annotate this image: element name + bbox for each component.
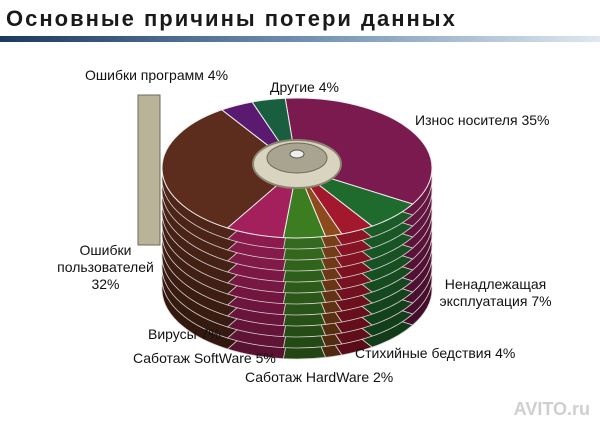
pie-slice xyxy=(284,97,433,205)
category-name: Саботаж SoftWare xyxy=(133,350,252,366)
spindle-pin xyxy=(289,149,305,159)
category-name: Вирусы xyxy=(148,326,197,342)
category-name: Стихийные бедствия xyxy=(355,345,492,361)
value-label: 5% xyxy=(255,350,276,366)
value-label: 32% xyxy=(91,276,120,292)
slice-label: Ненадлежащая эксплуатация 7% xyxy=(428,276,563,310)
watermark: AVITO.ru xyxy=(513,399,590,419)
slice-label: Ошибки пользователей 32% xyxy=(48,242,163,293)
category-name: Износ носителя xyxy=(415,112,518,128)
category-name: Другие xyxy=(270,79,315,95)
value-label: 7% xyxy=(200,326,221,342)
category-name: Ненадлежащая эксплуатация xyxy=(439,276,547,309)
disk xyxy=(137,94,433,360)
value-label: 4% xyxy=(495,345,516,361)
value-label: 2% xyxy=(373,369,394,385)
slice-label: Износ носителя 35% xyxy=(415,112,549,129)
value-label: 35% xyxy=(521,112,550,128)
spindle-arm xyxy=(137,94,161,246)
category-name: Ошибки программ xyxy=(85,67,204,83)
pie-slice xyxy=(161,109,298,229)
value-label: 7% xyxy=(531,293,552,309)
slice-label: Саботаж SoftWare 5% xyxy=(133,350,276,367)
slice-label: Вирусы 7% xyxy=(148,326,221,343)
slice-label: Саботаж HardWare 2% xyxy=(245,369,393,386)
chart-title: Основные причины потери данных xyxy=(6,6,457,31)
slice-label: Стихийные бедствия 4% xyxy=(355,345,515,362)
value-label: 4% xyxy=(207,67,229,83)
category-name: Ошибки пользователей xyxy=(57,242,154,275)
slice-label: Другие 4% xyxy=(270,79,339,96)
title-bar xyxy=(0,36,600,42)
category-name: Саботаж HardWare xyxy=(245,369,370,385)
value-label: 4% xyxy=(318,79,339,95)
slice-label: Ошибки программ 4% xyxy=(85,67,228,84)
